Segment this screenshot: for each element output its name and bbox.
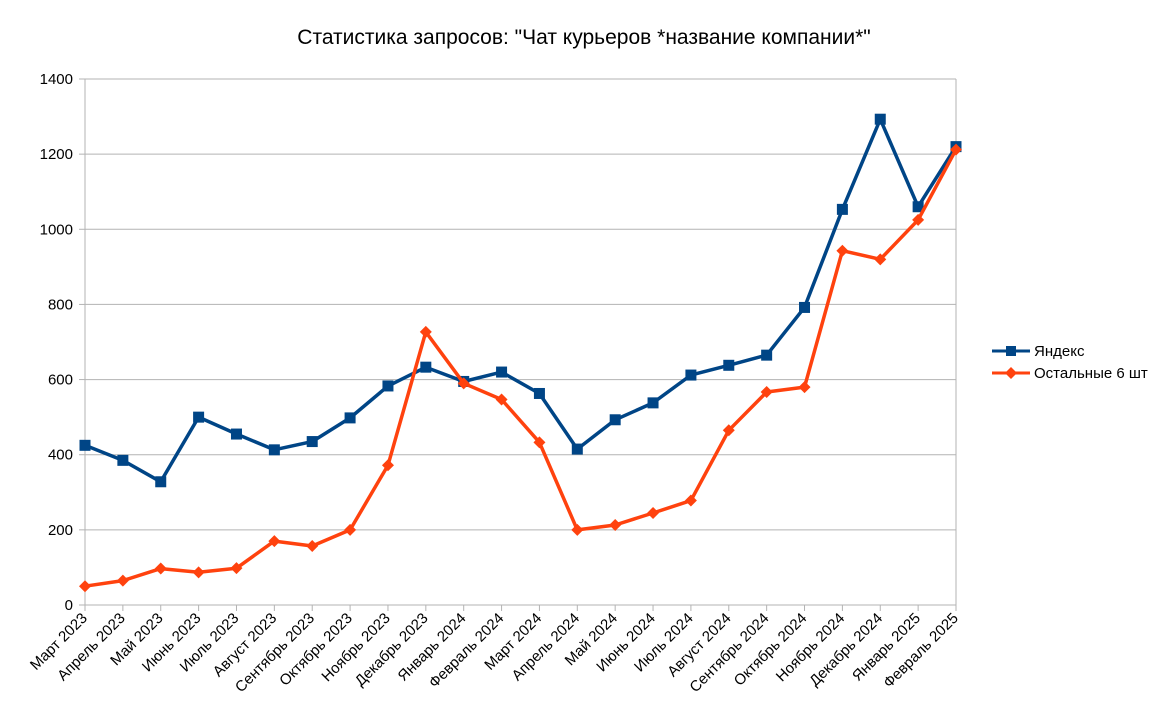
data-point-square [420, 361, 432, 373]
legend: Яндекс Остальные 6 шт [992, 340, 1148, 384]
data-point-diamond [798, 381, 811, 394]
data-point-diamond [306, 540, 319, 553]
data-point-diamond [381, 459, 394, 472]
legend-label-yandex: Яндекс [1034, 342, 1085, 360]
data-point-diamond [760, 385, 773, 398]
data-point-diamond [230, 562, 243, 575]
data-point-diamond [950, 143, 962, 156]
legend-item-others: Остальные 6 шт [992, 362, 1148, 384]
data-point-diamond [495, 393, 508, 406]
data-point-diamond [912, 213, 925, 226]
data-point-square [306, 436, 318, 448]
y-tick-label: 1200 [40, 146, 73, 163]
legend-swatch-yandex [992, 346, 1030, 356]
data-point-square [344, 412, 356, 424]
data-point-square [268, 444, 280, 456]
data-point-diamond [419, 325, 432, 338]
data-point-square [193, 411, 205, 423]
data-point-diamond [836, 244, 849, 257]
data-point-square [836, 203, 848, 215]
y-tick-label: 600 [48, 372, 73, 389]
data-point-diamond [457, 377, 470, 390]
data-point-square [117, 454, 129, 466]
series-line-0 [83, 117, 958, 484]
y-tick-label: 1000 [40, 221, 73, 238]
data-point-square [571, 443, 583, 455]
data-point-diamond [79, 580, 91, 593]
data-point-square [496, 366, 508, 378]
data-point-square [533, 387, 545, 399]
series-line-1 [83, 147, 958, 588]
data-point-diamond [344, 523, 357, 536]
data-point-diamond [268, 535, 281, 548]
y-tick-label: 400 [48, 447, 73, 464]
data-point-diamond [647, 506, 660, 519]
chart-title: Статистика запросов: "Чат курьеров *назв… [297, 26, 871, 49]
data-point-square [912, 201, 924, 213]
data-point-diamond [722, 424, 735, 437]
data-point-diamond [609, 518, 622, 531]
legend-label-others: Остальные 6 шт [1034, 364, 1148, 382]
legend-swatch-others [992, 367, 1030, 379]
data-point-square [685, 369, 697, 381]
data-point-square [799, 301, 811, 313]
legend-item-yandex: Яндекс [992, 340, 1148, 362]
y-tick-label: 1400 [40, 71, 73, 88]
data-point-square [874, 113, 886, 125]
data-point-square [230, 428, 242, 440]
data-point-diamond [192, 566, 205, 579]
y-tick-label: 0 [65, 597, 73, 614]
data-point-square [609, 414, 621, 426]
y-tick-label: 200 [48, 522, 73, 539]
data-point-square [382, 380, 394, 392]
data-point-square [723, 359, 735, 371]
data-point-square [79, 439, 91, 451]
data-point-diamond [571, 523, 584, 536]
data-point-square [647, 397, 659, 409]
data-point-diamond [874, 253, 887, 266]
data-point-square [761, 349, 773, 361]
y-tick-label: 800 [48, 296, 73, 313]
data-point-diamond [154, 562, 167, 575]
data-point-diamond [684, 494, 697, 507]
data-point-diamond [116, 574, 129, 587]
data-point-diamond [533, 436, 546, 449]
data-point-square [155, 476, 167, 488]
